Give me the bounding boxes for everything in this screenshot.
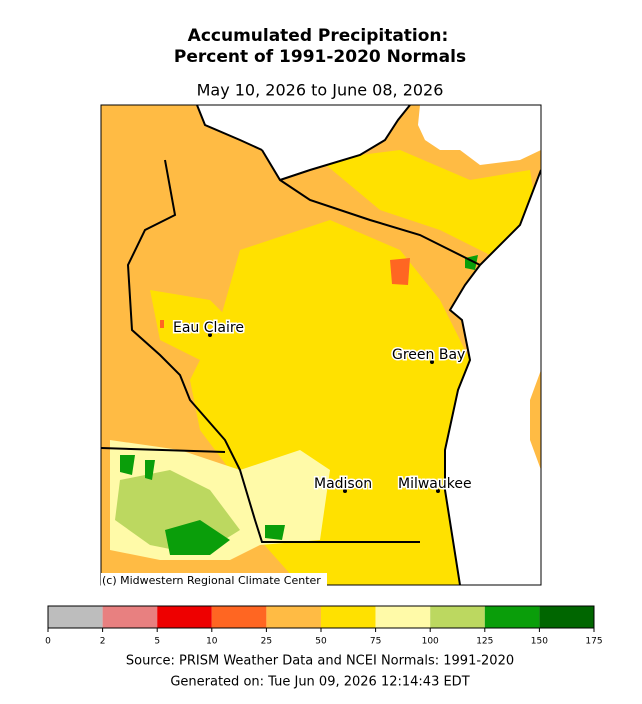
- region: [150, 290, 240, 360]
- source: Source: PRISM Weather Data and NCEI Norm…: [126, 654, 514, 669]
- region: [320, 150, 541, 260]
- title: Accumulated Precipitation:: [188, 26, 449, 46]
- colorbar-bin: [321, 606, 376, 628]
- city-dot: [430, 360, 434, 364]
- colorbar-tick-label: 10: [206, 637, 218, 647]
- credit-bg: [101, 573, 327, 587]
- colorbar-tick-label: 125: [476, 637, 493, 647]
- city-dot: [343, 489, 347, 493]
- colorbar-tick-label: 25: [261, 637, 272, 647]
- colorbar-bin: [48, 606, 103, 628]
- city-label: Milwaukee: [398, 476, 472, 492]
- region: [165, 520, 230, 555]
- city-label: Eau Claire: [173, 320, 244, 336]
- colorbar-bin: [157, 606, 212, 628]
- city-label: Green Bay: [392, 347, 465, 363]
- date-range: May 10, 2026 to June 08, 2026: [197, 81, 444, 100]
- lake: [445, 170, 541, 585]
- colorbar-bin: [375, 606, 431, 628]
- colorbar-tick-label: 2: [100, 637, 106, 647]
- colorbar: 0 2 5 10 25 50 75 100 125 150 175: [45, 605, 603, 647]
- colorbar-bin: [484, 606, 540, 628]
- colorbar-tick-label: 5: [154, 637, 160, 647]
- lake: [197, 105, 410, 180]
- colorbar-bin: [539, 606, 594, 628]
- colorbar-tick-label: 0: [45, 637, 51, 647]
- lake: [418, 105, 541, 165]
- colorbar-bin: [211, 606, 267, 628]
- title: Percent of 1991-2020 Normals: [174, 47, 466, 67]
- map: Eau Claire Green Bay Madison Milwaukee (…: [100, 104, 542, 587]
- colorbar-bin: [430, 606, 485, 628]
- city-dot: [436, 489, 440, 493]
- credit: (c) Midwestern Regional Climate Center: [102, 574, 321, 587]
- colorbar-bin: [266, 606, 321, 628]
- colorbar-tick-label: 150: [531, 637, 548, 647]
- colorbar-tick-label: 75: [370, 637, 381, 647]
- generated: Generated on: Tue Jun 09, 2026 12:14:43 …: [170, 675, 469, 690]
- coastline: [196, 105, 541, 585]
- colorbar-tick-label: 100: [422, 637, 439, 647]
- city-dot: [208, 333, 212, 337]
- colorbar-tick-label: 175: [585, 637, 602, 647]
- city-label: Madison: [314, 476, 372, 492]
- colorbar-tick-label: 50: [315, 637, 327, 647]
- colorbar-bin: [102, 606, 158, 628]
